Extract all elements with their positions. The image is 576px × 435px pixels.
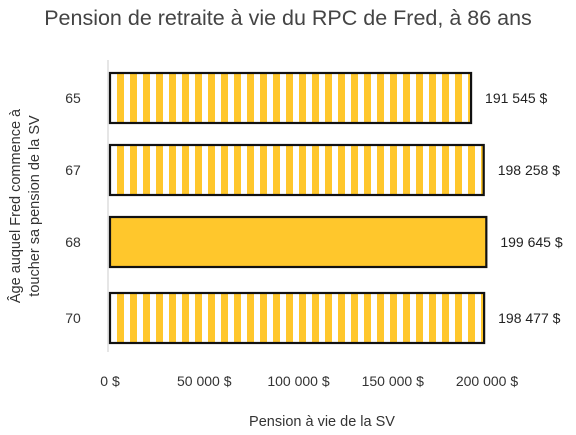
bar-68 (108, 215, 488, 269)
y-axis-title: Âge auquel Fred commence à toucher sa pen… (7, 108, 43, 303)
category-label-67: 67 (65, 162, 81, 178)
x-tick-label: 50 000 $ (177, 373, 232, 389)
category-label-68: 68 (65, 234, 81, 250)
category-label-70: 70 (65, 310, 81, 326)
x-tick-label: 100 000 $ (267, 373, 329, 389)
bar-67 (108, 143, 485, 197)
category-label-65: 65 (65, 90, 81, 106)
bar-70 (108, 291, 486, 345)
x-tick-label: 0 $ (100, 373, 120, 389)
value-label-65: 191 545 $ (485, 90, 547, 106)
x-tick-label: 200 000 $ (456, 373, 518, 389)
x-axis-title: Pension à vie de la SV (249, 414, 395, 430)
value-label-67: 198 258 $ (498, 162, 560, 178)
x-tick-label: 150 000 $ (362, 373, 424, 389)
value-label-68: 199 645 $ (500, 234, 562, 250)
bar-65 (108, 71, 473, 125)
value-label-70: 198 477 $ (498, 310, 560, 326)
chart-title: Pension de retraite à vie du RPC de Fred… (44, 6, 532, 30)
